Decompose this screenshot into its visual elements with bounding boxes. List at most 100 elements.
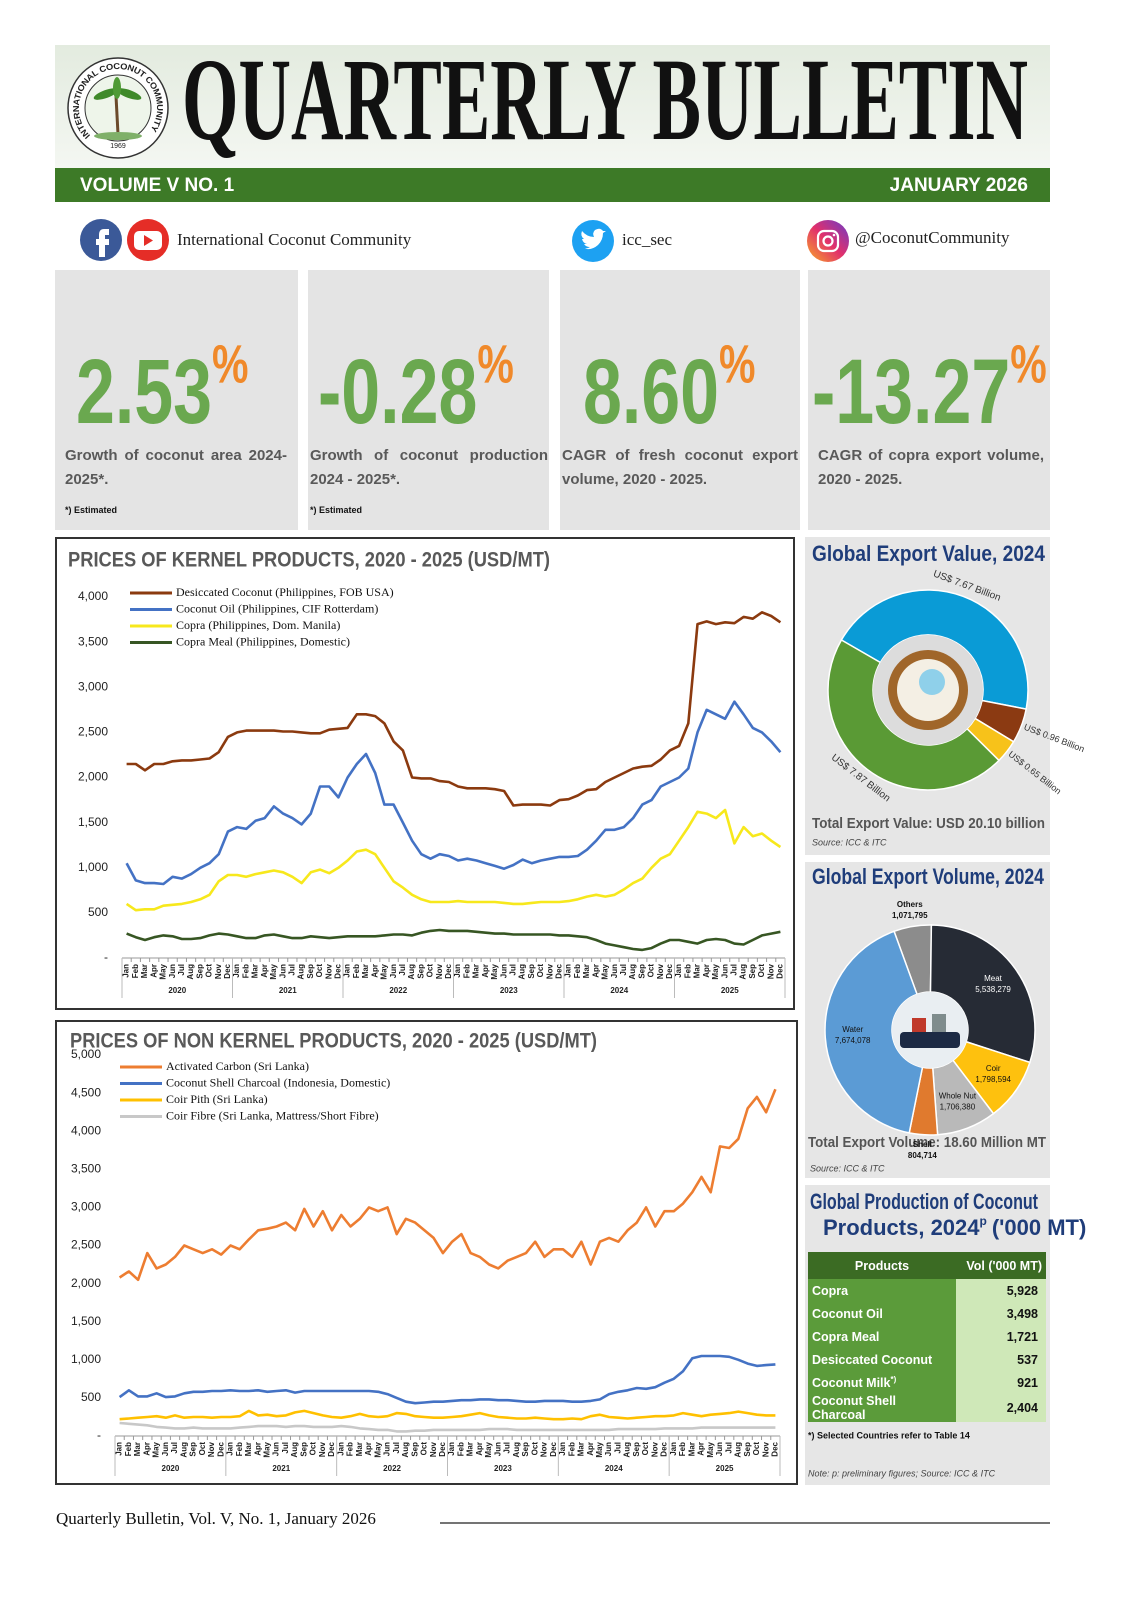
x-tick-label: Sep — [189, 1442, 198, 1457]
x-tick-label: Sep — [410, 1442, 419, 1457]
x-tick-label: Jun — [389, 964, 398, 978]
x-tick-label: Jun — [168, 964, 177, 978]
product-cell: Desiccated Coconut — [808, 1348, 956, 1371]
chart-title: PRICES OF KERNEL PRODUCTS, 2020 - 2025 (… — [68, 549, 550, 572]
series-line — [126, 611, 782, 807]
x-tick-label: Mar — [361, 964, 370, 978]
table-title-sup: p — [980, 1214, 987, 1228]
x-tick-label: Aug — [628, 964, 637, 980]
table-header-cell: Products — [808, 1252, 956, 1279]
social-instagram: @CoconutCommunity — [855, 228, 1010, 247]
stat-description: CAGR of fresh coconut export volume, 202… — [562, 447, 798, 488]
panel-title: Global Export Value, 2024 — [812, 541, 1046, 566]
volume-cell: 537 — [956, 1348, 1046, 1371]
data-label: 1,706,380 — [940, 1103, 976, 1112]
table-header-cell: Vol ('000 MT) — [956, 1252, 1046, 1279]
x-tick-label: Mar — [133, 1442, 142, 1456]
x-tick-label: Jul — [724, 1442, 733, 1454]
bulletin-title: QUARTERLY BULLETIN — [182, 34, 1028, 165]
category-label: Others — [897, 900, 923, 909]
y-tick-label: 1,000 — [78, 860, 108, 874]
x-tick-label: Jul — [177, 964, 186, 976]
table-source: Note: p: preliminary figures; Source: IC… — [808, 1468, 996, 1478]
legend-label: Coconut Oil (Philippines, CIF Rotterdam) — [176, 601, 378, 615]
x-tick-label: Feb — [235, 1442, 244, 1456]
x-tick-label: Dec — [770, 1441, 779, 1456]
x-tick-label: Oct — [536, 964, 545, 978]
x-group-label: 2021 — [272, 1464, 290, 1473]
x-tick-label: Jul — [503, 1442, 512, 1454]
stat-box — [55, 270, 298, 530]
legend-label: Activated Carbon (Sri Lanka) — [166, 1059, 309, 1073]
table-row: Coconut Milk*) 921 — [808, 1371, 1046, 1394]
social-twitter: icc_sec — [622, 230, 672, 249]
x-tick-label: Oct — [420, 1442, 429, 1456]
stat-note: *) Estimated — [310, 505, 363, 515]
x-tick-label: Aug — [179, 1442, 188, 1458]
x-tick-label: Apr — [697, 1442, 706, 1456]
x-tick-label: Mar — [472, 964, 481, 978]
volume-cell: 5,928 — [956, 1279, 1046, 1302]
x-tick-label: Jul — [398, 964, 407, 976]
data-label: 1,798,594 — [975, 1075, 1011, 1084]
stat-unit: % — [477, 335, 513, 395]
x-tick-label: Feb — [462, 964, 471, 978]
legend-label: Coir Pith (Sri Lanka) — [166, 1092, 268, 1106]
y-tick-label: 1,500 — [71, 1314, 101, 1328]
x-tick-label: Jan — [453, 964, 462, 978]
volume: VOLUME V NO. 1 — [80, 175, 235, 196]
x-tick-label: May — [159, 963, 168, 979]
table-title: Global Production of Coconut — [810, 1189, 1038, 1214]
x-tick-label: Apr — [702, 964, 711, 978]
x-tick-label: Apr — [260, 964, 269, 978]
legend-label: Coconut Shell Charcoal (Indonesia, Domes… — [166, 1075, 390, 1089]
x-tick-label: Jul — [508, 964, 517, 976]
x-tick-label: Feb — [124, 1442, 133, 1456]
x-group-label: 2025 — [721, 986, 739, 995]
x-tick-label: Oct — [641, 1442, 650, 1456]
product-cell: Copra Meal — [808, 1325, 956, 1348]
production-table: Products Vol ('000 MT) Copra 5,928 Coconut O… — [808, 1252, 1046, 1422]
x-tick-label: Mar — [466, 1442, 475, 1456]
x-tick-label: Oct — [757, 964, 766, 978]
x-tick-label: Apr — [364, 1442, 373, 1456]
series-line — [118, 1088, 777, 1282]
x-tick-label: Jun — [272, 1442, 281, 1456]
x-tick-label: Jul — [170, 1442, 179, 1454]
x-tick-label: Dec — [555, 963, 564, 978]
table-footnote: *) Selected Countries refer to Table 14 — [808, 1430, 970, 1440]
x-tick-label: Oct — [309, 1442, 318, 1456]
x-tick-label: Jan — [447, 1442, 456, 1456]
x-tick-label: Oct — [752, 1442, 761, 1456]
x-tick-label: Oct — [530, 1442, 539, 1456]
x-group-label: 2022 — [389, 986, 407, 995]
table-row: Copra Meal 1,721 — [808, 1325, 1046, 1348]
table-title-text: Products, 2024 — [823, 1215, 980, 1240]
x-tick-label: Jan — [564, 964, 573, 978]
panel-title: Global Export Volume, 2024 — [812, 864, 1045, 889]
x-tick-label: Oct — [205, 964, 214, 978]
instagram-icon — [807, 220, 849, 262]
category-label: Water — [842, 1025, 863, 1034]
x-group-label: 2020 — [162, 1464, 180, 1473]
social-facebook-youtube: International Coconut Community — [177, 230, 412, 249]
x-tick-label: Apr — [253, 1442, 262, 1456]
x-tick-label: May — [263, 1441, 272, 1457]
footer: Quarterly Bulletin, Vol. V, No. 1, Janua… — [56, 1509, 376, 1528]
data-label: 1,071,795 — [892, 911, 928, 920]
y-tick-label: 2,500 — [71, 1238, 101, 1252]
x-tick-label: Jul — [392, 1442, 401, 1454]
product-name: Coconut Oil — [812, 1306, 883, 1321]
product-name: Copra Meal — [812, 1329, 880, 1344]
stat-box — [560, 270, 800, 530]
x-tick-label: May — [711, 963, 720, 979]
x-tick-label: May — [595, 1441, 604, 1457]
y-tick-label: 3,500 — [71, 1161, 101, 1175]
x-tick-label: Oct — [426, 964, 435, 978]
x-tick-label: Apr — [149, 964, 158, 978]
legend-label: Copra Meal (Philippines, Domestic) — [176, 634, 350, 648]
chart-frame — [55, 537, 795, 1010]
x-tick-label: Sep — [416, 964, 425, 979]
x-tick-label: Jun — [161, 1442, 170, 1456]
x-tick-label: Apr — [475, 1442, 484, 1456]
